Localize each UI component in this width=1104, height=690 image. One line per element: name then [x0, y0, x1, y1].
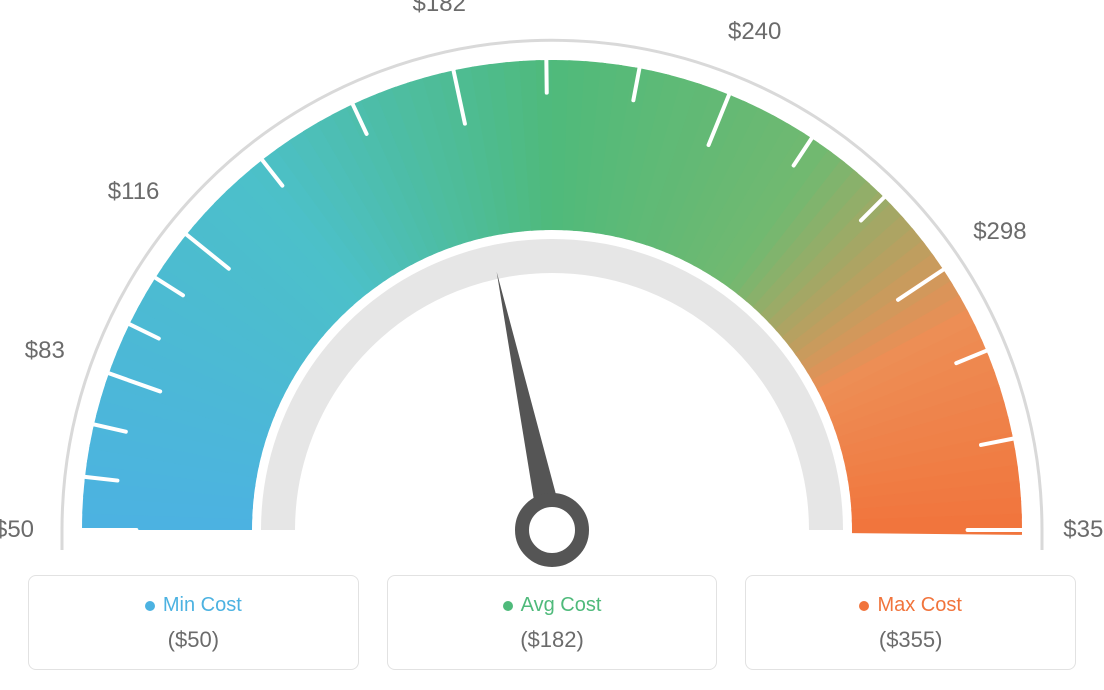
legend-label: Max Cost — [877, 594, 961, 617]
tick-label: $116 — [108, 178, 160, 206]
gauge-band — [82, 60, 1022, 535]
legend-dot-icon — [859, 601, 869, 611]
tick-label: $298 — [973, 218, 1026, 246]
legend-dot-icon — [503, 601, 513, 611]
legend-title: Avg Cost — [503, 594, 602, 617]
tick-label: $83 — [25, 337, 65, 365]
needle-hub — [522, 500, 582, 560]
legend-value: ($182) — [398, 627, 707, 653]
tick-label: $355 — [1063, 516, 1104, 544]
tick-label: $182 — [413, 0, 466, 18]
legend-dot-icon — [145, 601, 155, 611]
legend-row: Min Cost ($50) Avg Cost ($182) Max Cost ($355… — [0, 575, 1104, 670]
gauge-chart: $50 $83 $116 $182 $240 $298 $355 — [0, 0, 1104, 570]
legend-title: Min Cost — [145, 594, 242, 617]
legend-card: Min Cost ($50) — [28, 575, 359, 670]
tick-label: $50 — [0, 516, 34, 544]
legend-card: Avg Cost ($182) — [387, 575, 718, 670]
legend-label: Min Cost — [163, 594, 242, 617]
tick-label: $240 — [728, 18, 781, 46]
legend-card: Max Cost ($355) — [745, 575, 1076, 670]
legend-label: Avg Cost — [521, 594, 602, 617]
gauge-svg — [0, 0, 1104, 570]
legend-value: ($355) — [756, 627, 1065, 653]
legend-value: ($50) — [39, 627, 348, 653]
legend-title: Max Cost — [859, 594, 961, 617]
